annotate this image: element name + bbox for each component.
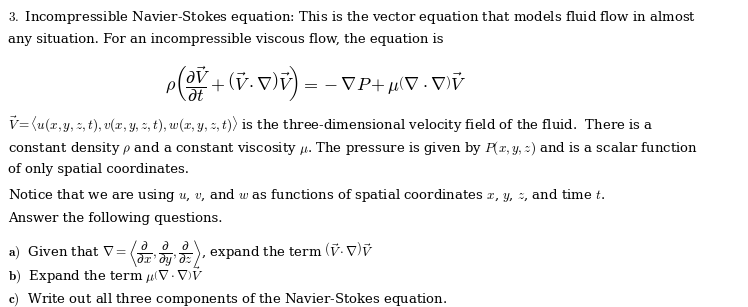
Text: $\mathbf{3.}$ Incompressible Navier-Stokes equation: This is the vector equation: $\mathbf{3.}$ Incompressible Navier-Stok… <box>7 9 696 26</box>
Text: $\mathbf{a)}$  Given that $\nabla = \left\langle\dfrac{\partial}{\partial x}, \d: $\mathbf{a)}$ Given that $\nabla = \left… <box>7 238 373 269</box>
Text: Answer the following questions.: Answer the following questions. <box>7 212 222 224</box>
Text: $\mathbf{b)}$  Expand the term $\mu\left(\nabla\cdot\nabla\right)\vec{V}$: $\mathbf{b)}$ Expand the term $\mu\left(… <box>7 266 203 286</box>
Text: $\mathbf{c)}$  Write out all three components of the Navier-Stokes equation.: $\mathbf{c)}$ Write out all three compon… <box>7 291 447 307</box>
Text: $\vec{V} = \langle u(x,y,z,t), v(x,y,z,t), w(x,y,z,t)\rangle$ is the three-dimen: $\vec{V} = \langle u(x,y,z,t), v(x,y,z,t… <box>7 115 653 135</box>
Text: Notice that we are using $u$, $v$, and $w$ as functions of spatial coordinates $: Notice that we are using $u$, $v$, and $… <box>7 188 604 204</box>
Text: any situation. For an incompressible viscous flow, the equation is: any situation. For an incompressible vis… <box>7 33 443 46</box>
Text: $\rho\left(\dfrac{\partial\vec{V}}{\partial t} + \left(\vec{V}\cdot\nabla\right): $\rho\left(\dfrac{\partial\vec{V}}{\part… <box>165 65 467 104</box>
Text: constant density $\rho$ and a constant viscosity $\mu$. The pressure is given by: constant density $\rho$ and a constant v… <box>7 139 697 157</box>
Text: of only spatial coordinates.: of only spatial coordinates. <box>7 163 188 177</box>
